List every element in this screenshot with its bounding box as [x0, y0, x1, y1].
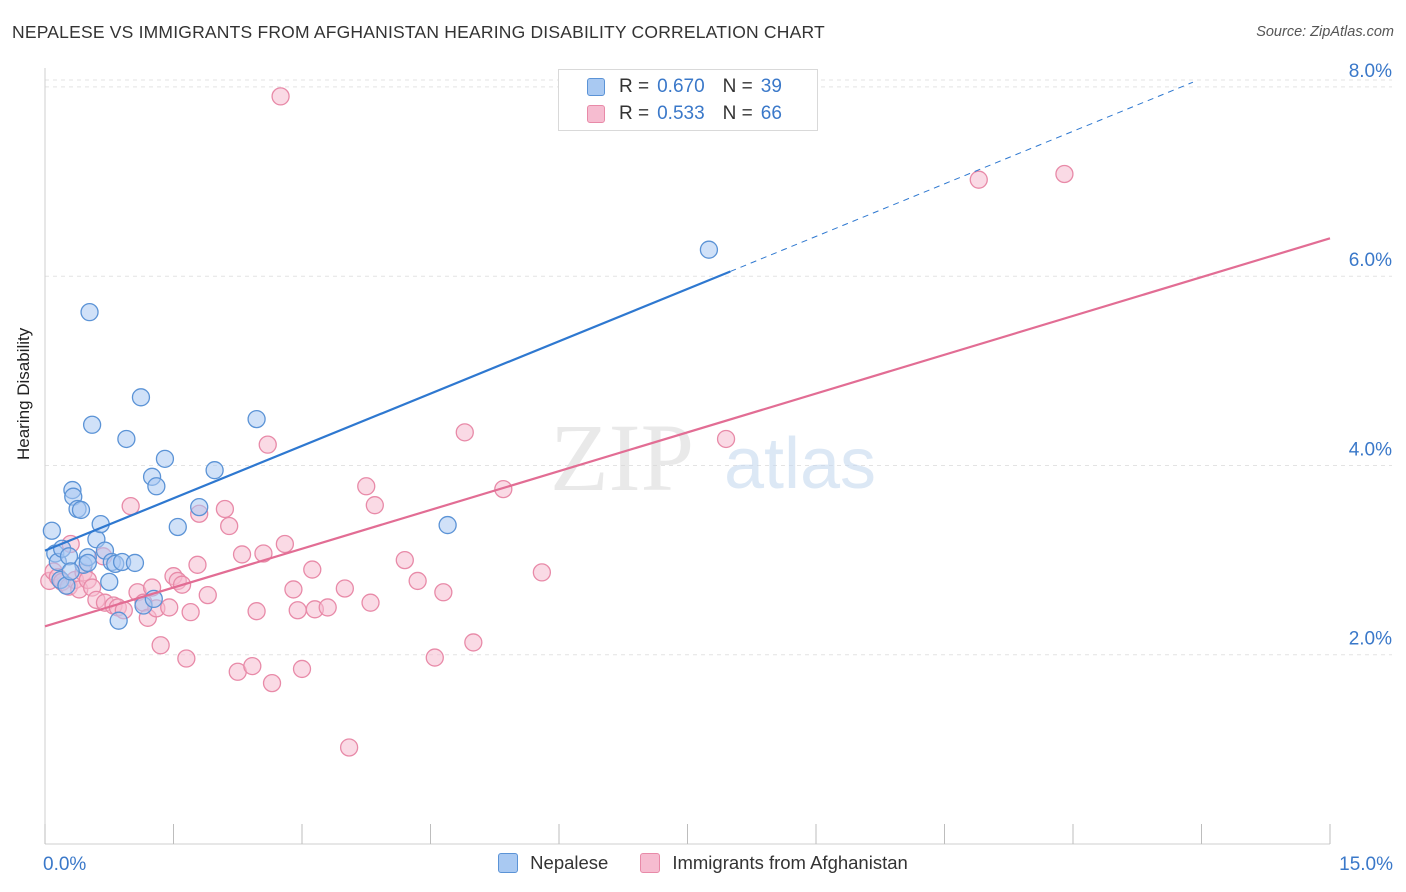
source-credit: Source: ZipAtlas.com — [1256, 24, 1394, 40]
legend-label-nepalese: Nepalese — [530, 852, 609, 873]
legend-swatch-blue — [587, 78, 605, 96]
x-tick-labels: 0.0% 15.0% — [43, 854, 1393, 875]
data-point-nepalese — [78, 553, 97, 573]
legend-n-label: N = — [722, 76, 753, 97]
legend-row-afghanistan: R = 0.533 N = 66 — [587, 103, 782, 125]
data-point-nepalese — [438, 515, 457, 535]
data-point-afghanistan — [339, 738, 359, 757]
data-point-afghanistan — [232, 545, 252, 564]
data-point-afghanistan — [215, 499, 235, 519]
data-point-afghanistan — [121, 497, 140, 516]
data-point-afghanistan — [198, 585, 217, 605]
y-tick-label: 6.0% — [1349, 250, 1392, 271]
data-point-afghanistan — [408, 571, 427, 591]
data-point-nepalese — [42, 521, 62, 540]
legend-item-afghanistan[interactable]: Immigrants from Afghanistan — [640, 852, 908, 874]
data-point-nepalese — [71, 500, 91, 520]
data-point-nepalese — [61, 562, 80, 581]
data-point-afghanistan — [716, 429, 736, 449]
data-point-afghanistan — [160, 598, 179, 617]
legend-r-label: R = — [619, 76, 650, 97]
trend-lines — [44, 81, 1331, 628]
watermark-zip: ZIP — [550, 404, 694, 511]
data-point-afghanistan — [271, 87, 290, 106]
data-point-nepalese — [155, 449, 175, 468]
data-point-afghanistan — [288, 601, 307, 620]
data-point-afghanistan — [1055, 164, 1074, 184]
data-point-afghanistan — [969, 170, 988, 189]
data-point-afghanistan — [303, 560, 322, 579]
y-axis-label: Hearing Disability — [14, 327, 33, 460]
legend-r-value: 0.533 — [657, 103, 705, 124]
data-point-afghanistan — [434, 583, 453, 602]
data-point-nepalese — [82, 415, 102, 434]
data-point-nepalese — [131, 388, 151, 407]
data-point-afghanistan — [494, 479, 513, 499]
y-tick-label: 2.0% — [1349, 629, 1392, 650]
data-point-afghanistan — [455, 423, 474, 442]
data-point-afghanistan — [275, 534, 295, 554]
data-point-afghanistan — [284, 580, 303, 599]
data-point-afghanistan — [395, 550, 414, 570]
series-nepalese-points — [42, 240, 719, 630]
data-point-afghanistan — [181, 602, 200, 622]
data-point-afghanistan — [258, 435, 277, 454]
data-point-nepalese — [109, 611, 128, 630]
axes — [44, 68, 1331, 845]
legend-item-nepalese[interactable]: Nepalese — [498, 852, 608, 874]
data-point-afghanistan — [425, 648, 444, 667]
data-point-afghanistan — [188, 555, 207, 574]
legend-swatch-nepalese — [498, 853, 519, 873]
legend-swatch-afghanistan — [640, 853, 661, 873]
chart-title: NEPALESE VS IMMIGRANTS FROM AFGHANISTAN … — [12, 22, 825, 42]
y-tick-label: 4.0% — [1349, 439, 1392, 460]
data-point-afghanistan — [262, 673, 282, 693]
x-tick-label: 15.0% — [1339, 854, 1393, 875]
data-point-afghanistan — [292, 659, 312, 679]
data-point-afghanistan — [464, 633, 483, 652]
data-point-afghanistan — [365, 496, 384, 515]
data-point-afghanistan — [532, 563, 552, 582]
data-point-nepalese — [100, 572, 119, 592]
grid-lines — [45, 79, 1392, 656]
trend-line-nepalese — [44, 270, 731, 552]
data-point-nepalese — [117, 429, 136, 449]
series-legend: Nepalese Immigrants from Afghanistan — [0, 852, 1406, 874]
trend-line-afghanistan — [44, 237, 1331, 628]
watermark: ZIP atlas — [550, 404, 876, 511]
correlation-legend: R = 0.670 N = 39 R = 0.533 N = 66 — [558, 69, 818, 131]
legend-n-label: N = — [722, 103, 753, 124]
data-point-afghanistan — [220, 516, 239, 536]
x-tick-label: 0.0% — [43, 854, 86, 875]
legend-label-afghanistan: Immigrants from Afghanistan — [672, 852, 908, 873]
legend-r-value: 0.670 — [657, 76, 705, 97]
data-point-nepalese — [699, 240, 719, 259]
data-point-afghanistan — [357, 477, 376, 496]
data-point-afghanistan — [151, 636, 170, 655]
data-point-afghanistan — [361, 593, 380, 612]
data-point-nepalese — [125, 553, 145, 573]
data-point-afghanistan — [247, 602, 266, 621]
data-point-nepalese — [247, 409, 266, 429]
data-point-afghanistan — [254, 544, 273, 563]
y-tick-label: 8.0% — [1349, 61, 1392, 82]
data-point-afghanistan — [177, 649, 196, 668]
data-point-afghanistan — [335, 579, 354, 598]
data-point-nepalese — [205, 461, 224, 480]
legend-r-label: R = — [619, 103, 650, 124]
y-tick-labels: 2.0% 4.0% 6.0% 8.0% — [1349, 61, 1392, 650]
legend-n-value: 66 — [760, 103, 782, 124]
data-point-nepalese — [80, 303, 99, 322]
data-point-afghanistan — [243, 656, 262, 676]
legend-row-nepalese: R = 0.670 N = 39 — [587, 76, 782, 98]
data-point-nepalese — [168, 517, 187, 537]
data-point-nepalese — [190, 497, 209, 517]
legend-n-value: 39 — [760, 76, 782, 97]
watermark-atlas: atlas — [724, 424, 876, 504]
data-point-afghanistan — [318, 598, 337, 617]
legend-swatch-pink — [587, 105, 605, 123]
data-point-nepalese — [147, 477, 166, 496]
